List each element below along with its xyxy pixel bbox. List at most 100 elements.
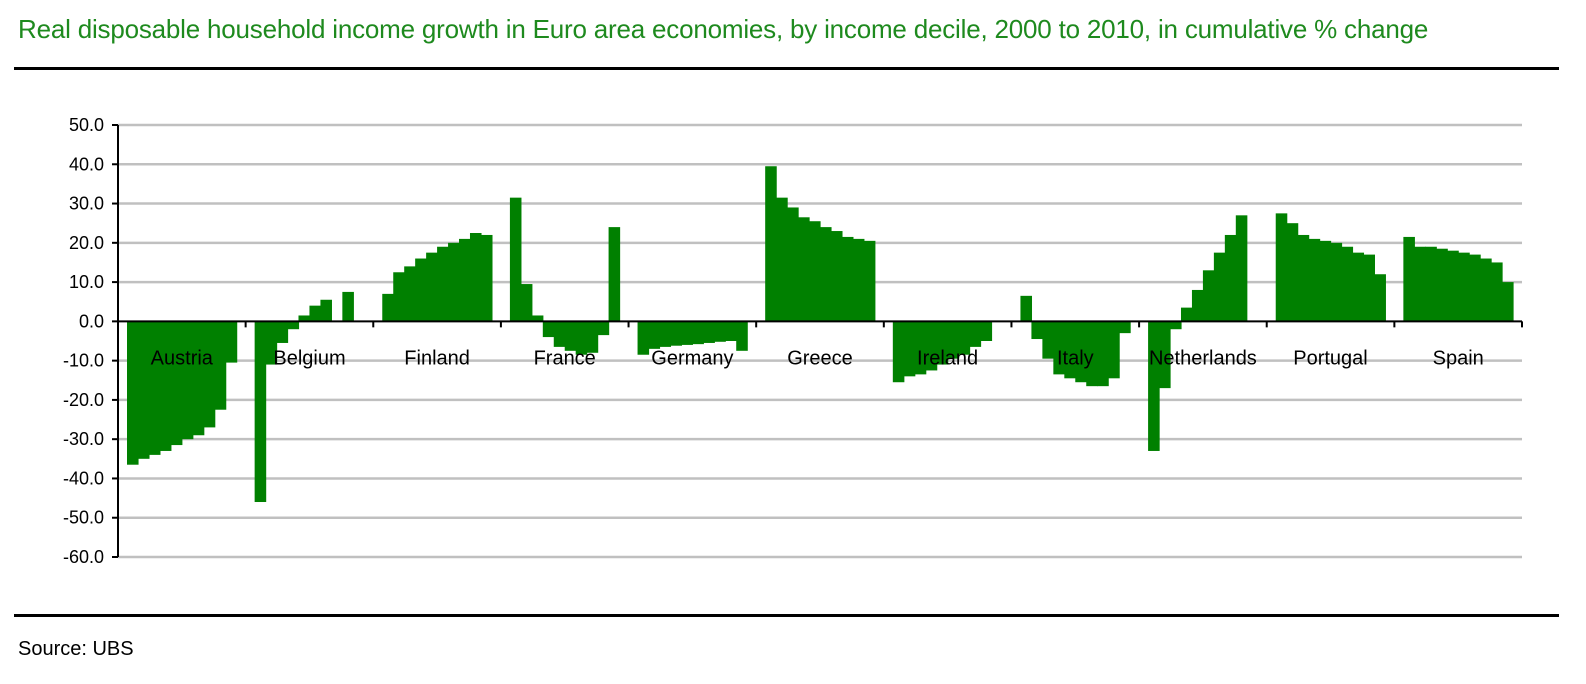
bar-germany-5 <box>681 321 693 345</box>
bar-france-9 <box>597 321 610 336</box>
category-labels: Austria Belgium Finland France Germany Greece… <box>151 347 1484 369</box>
bar-finland-4 <box>415 258 427 322</box>
bar-finland-9 <box>469 233 482 322</box>
bar-finland-8 <box>459 238 471 322</box>
bar-greece-7 <box>830 231 843 322</box>
bar-belgium-1 <box>254 321 267 503</box>
bar-belgium-2 <box>265 321 278 365</box>
bar-greece-1 <box>765 166 777 322</box>
bar-france-7 <box>575 321 588 355</box>
bar-netherlands-3 <box>1170 321 1182 330</box>
bar-ireland-1 <box>892 321 905 383</box>
category-label-greece: Greece <box>787 347 853 369</box>
y-tick-label: 50.0 <box>69 115 104 135</box>
bar-netherlands-8 <box>1224 234 1237 322</box>
bar-germany-10 <box>736 321 748 351</box>
bar-france-10 <box>608 227 621 322</box>
y-tick-label: 30.0 <box>69 194 104 214</box>
bar-portugal-2 <box>1286 223 1299 322</box>
bar-spain-5 <box>1447 250 1459 322</box>
category-label-netherlands: Netherlands <box>1149 347 1257 369</box>
category-label-finland: Finland <box>404 347 470 369</box>
y-tick-label: -50.0 <box>63 508 104 528</box>
bar-ireland-2 <box>903 321 916 377</box>
bar-netherlands-6 <box>1202 270 1215 322</box>
bar-ireland-4 <box>925 321 938 371</box>
bar-belgium-9 <box>342 291 354 322</box>
bar-greece-3 <box>787 207 799 322</box>
bar-belgium-3 <box>276 321 289 343</box>
bar-spain-1 <box>1403 236 1415 322</box>
gridlines <box>118 123 1522 559</box>
bar-austria-9 <box>214 321 227 410</box>
category-label-austria: Austria <box>151 347 214 369</box>
bar-finland-7 <box>448 242 460 322</box>
bar-spain-8 <box>1480 258 1492 322</box>
bar-netherlands-5 <box>1191 289 1204 322</box>
bar-finland-2 <box>393 272 405 322</box>
bar-portugal-7 <box>1341 246 1354 322</box>
bar-austria-5 <box>170 321 183 446</box>
bar-france-8 <box>586 321 599 353</box>
y-tick-label: 40.0 <box>69 154 104 174</box>
category-label-germany: Germany <box>651 347 733 369</box>
bar-ireland-5 <box>936 321 949 365</box>
bar-france-6 <box>564 321 577 351</box>
bar-austria-3 <box>148 321 161 455</box>
bar-belgium-6 <box>309 305 322 322</box>
category-label-france: France <box>534 347 596 369</box>
bar-italy-4 <box>1053 321 1065 375</box>
bar-spain-3 <box>1425 246 1437 322</box>
bar-italy-10 <box>1119 321 1131 334</box>
bar-spain-4 <box>1436 248 1448 322</box>
bar-ireland-7 <box>958 321 971 355</box>
bar-italy-3 <box>1042 321 1054 359</box>
bar-germany-2 <box>648 321 661 349</box>
bar-netherlands-9 <box>1235 215 1248 322</box>
bar-germany-8 <box>714 321 726 342</box>
bar-france-5 <box>553 321 566 347</box>
bar-italy-7 <box>1086 321 1098 387</box>
bar-greece-6 <box>820 227 832 322</box>
bar-greece-10 <box>863 240 876 322</box>
bar-germany-4 <box>670 321 682 346</box>
bar-spain-2 <box>1414 246 1426 322</box>
category-label-italy: Italy <box>1057 347 1094 369</box>
bar-portugal-4 <box>1308 238 1321 322</box>
bar-finland-3 <box>404 266 416 322</box>
category-label-spain: Spain <box>1433 347 1484 369</box>
bar-netherlands-2 <box>1159 321 1171 389</box>
bar-finland-10 <box>480 234 493 322</box>
bar-belgium-5 <box>298 315 311 322</box>
bar-italy-2 <box>1031 321 1043 340</box>
bar-france-2 <box>520 284 533 322</box>
bar-portugal-3 <box>1297 234 1310 322</box>
bar-germany-9 <box>725 321 737 341</box>
bar-germany-1 <box>637 321 650 355</box>
bar-austria-4 <box>159 321 172 451</box>
category-label-belgium: Belgium <box>273 347 345 369</box>
bar-italy-9 <box>1108 321 1120 379</box>
bottom-rule <box>14 614 1559 617</box>
bar-ireland-9 <box>980 321 993 341</box>
bar-italy-6 <box>1075 321 1087 383</box>
bar-austria-1 <box>127 321 139 465</box>
bar-portugal-9 <box>1363 254 1375 322</box>
y-tick-label: -60.0 <box>63 547 104 567</box>
bar-austria-7 <box>192 321 205 436</box>
bar-greece-4 <box>798 217 810 322</box>
category-label-portugal: Portugal <box>1293 347 1368 369</box>
bar-france-1 <box>509 197 522 322</box>
bar-belgium-7 <box>320 299 332 322</box>
bar-finland-6 <box>437 246 449 322</box>
bar-chart: 50.0 40.0 30.0 20.0 10.0 0.0 -10.0 -20.0 -30.0 -4… <box>63 115 1523 567</box>
bar-italy-1 <box>1020 295 1033 322</box>
bar-spain-9 <box>1491 262 1503 322</box>
bar-finland-1 <box>382 293 394 322</box>
chart-title: Real disposable household income growth … <box>18 14 1429 44</box>
bar-portugal-5 <box>1319 240 1332 322</box>
y-tick-label: 10.0 <box>69 272 104 292</box>
y-tick-label: -20.0 <box>63 390 104 410</box>
y-tick-label: -30.0 <box>63 429 104 449</box>
category-label-ireland: Ireland <box>917 347 978 369</box>
